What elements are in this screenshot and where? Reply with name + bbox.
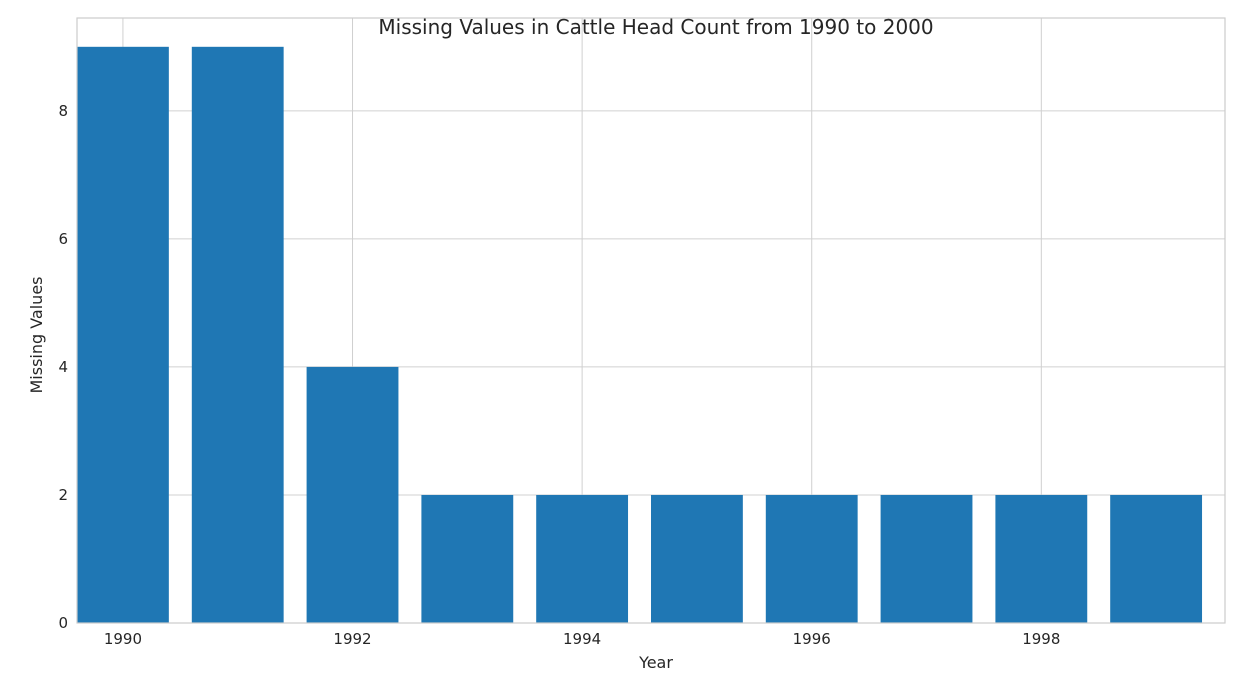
- bar-1992: [306, 366, 399, 623]
- bar-1998: [995, 494, 1088, 623]
- y-tick-labels: 0 2 4 6 8: [58, 102, 68, 632]
- y-axis-label: Missing Values: [27, 276, 46, 393]
- bar-1997: [880, 494, 973, 623]
- bar-1999: [1110, 494, 1203, 623]
- plot-frame: [76, 17, 1226, 624]
- x-tick-labels: 1990 1992 1994 1996 1998: [104, 630, 1061, 648]
- x-tick-label: 1996: [793, 630, 831, 648]
- x-tick-label: 1992: [333, 630, 371, 648]
- bar-1990: [77, 46, 169, 624]
- y-tick-label: 0: [58, 614, 68, 632]
- y-tick-label: 6: [58, 230, 68, 248]
- x-tick-label: 1990: [104, 630, 142, 648]
- y-tick-label: 4: [58, 358, 68, 376]
- bar-1991: [191, 46, 284, 624]
- x-tick-label: 1994: [563, 630, 601, 648]
- bar-1996: [765, 494, 858, 623]
- bar-1993: [421, 494, 514, 623]
- bars: [77, 46, 1203, 624]
- bar-1994: [536, 494, 629, 623]
- x-axis-label: Year: [638, 653, 673, 672]
- chart-title: Missing Values in Cattle Head Count from…: [378, 15, 933, 39]
- bar-1995: [651, 494, 743, 623]
- y-tick-label: 8: [58, 102, 68, 120]
- y-tick-label: 2: [58, 486, 68, 504]
- x-tick-label: 1998: [1022, 630, 1060, 648]
